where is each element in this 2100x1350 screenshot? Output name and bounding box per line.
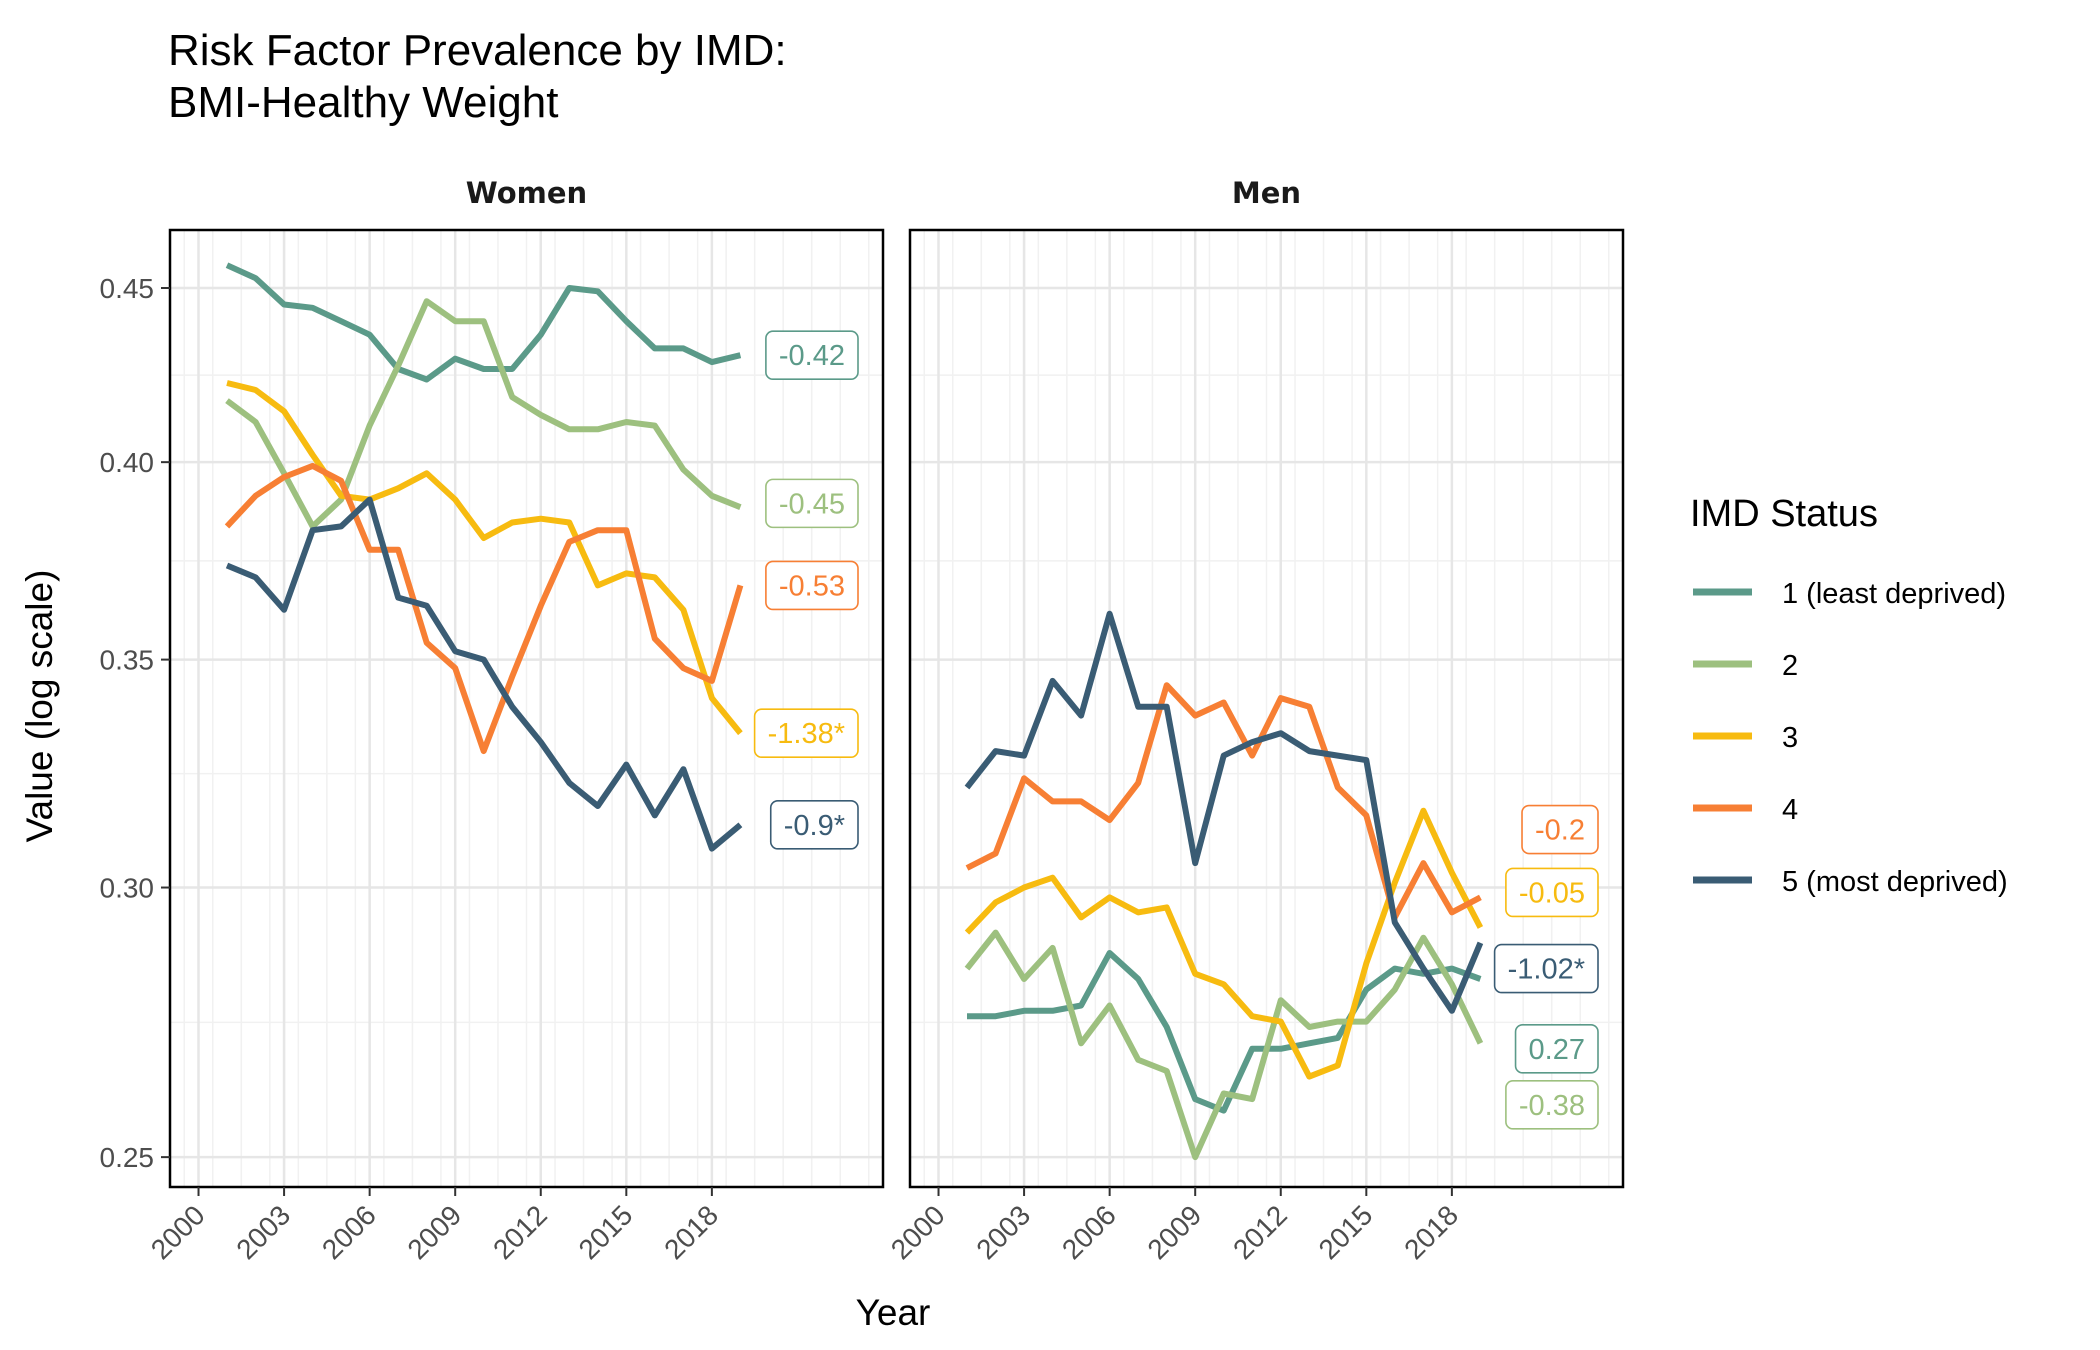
series-line-men-5 xyxy=(964,610,1484,1014)
x-tick-label: 2006 xyxy=(1056,1199,1122,1265)
end-label-box xyxy=(765,478,859,529)
end-label-text: -0.9* xyxy=(784,810,845,842)
x-tick-label: 2012 xyxy=(487,1199,553,1265)
y-tick-label: 0.40 xyxy=(100,447,155,478)
end-label-men-5: -1.02* xyxy=(1493,943,1599,994)
end-label-box xyxy=(1521,804,1599,855)
end-label-women-2: -0.45 xyxy=(765,478,859,529)
panel-border xyxy=(168,228,885,1189)
legend-label: 1 (least deprived) xyxy=(1782,578,2006,610)
end-label-box xyxy=(753,708,859,759)
x-tick-label: 2003 xyxy=(230,1199,296,1265)
end-label-men-4: -0.2 xyxy=(1521,804,1599,855)
end-label-text: -0.38 xyxy=(1519,1090,1585,1122)
end-label-text: -1.02* xyxy=(1508,954,1585,986)
x-tick-label: 2003 xyxy=(970,1199,1036,1265)
end-label-men-2: -0.38 xyxy=(1505,1080,1599,1130)
panels-layer: -0.42 -0.45 -1.38* -0.53 -0.9* Women 2000 2003 2… xyxy=(100,176,1625,1265)
end-label-women-4: -0.53 xyxy=(765,560,859,611)
strip-label-men: Men xyxy=(1232,176,1301,210)
chart-title-line-2: BMI-Healthy Weight xyxy=(168,78,558,127)
x-tick-label: 2015 xyxy=(573,1199,639,1265)
x-tick-label: 2009 xyxy=(1141,1199,1207,1265)
end-label-box xyxy=(765,330,859,381)
series-line-women-3 xyxy=(226,380,743,736)
end-label-box xyxy=(765,560,859,611)
x-tick-label: 2018 xyxy=(658,1199,724,1265)
x-tick-label: 2018 xyxy=(1398,1199,1464,1265)
end-label-text: -0.05 xyxy=(1519,877,1585,909)
legend-entry-1: 1 (least deprived) xyxy=(1693,578,2006,610)
y-tick-label: 0.45 xyxy=(100,273,155,304)
legend-label: 2 xyxy=(1782,650,1798,682)
series-line-women-4 xyxy=(224,462,744,755)
y-tick-label: 0.25 xyxy=(100,1142,155,1173)
x-tick-label: 2015 xyxy=(1313,1199,1379,1265)
series-line-women-1 xyxy=(225,262,742,383)
strip-label-women: Women xyxy=(466,176,587,210)
end-label-box xyxy=(1493,943,1599,994)
series-line-men-1 xyxy=(967,950,1482,1114)
end-label-women-3: -1.38* xyxy=(753,708,859,759)
end-label-women-1: -0.42 xyxy=(765,330,859,381)
x-tick-label: 2006 xyxy=(316,1199,382,1265)
series-line-women-2 xyxy=(225,298,742,530)
series-line-women-5 xyxy=(225,496,743,852)
x-tick-label: 2012 xyxy=(1227,1199,1293,1265)
legend: IMD Status 1 (least deprived) 2 3 4 5 (most … xyxy=(1690,493,2008,898)
end-label-box xyxy=(1505,1080,1599,1130)
end-label-box xyxy=(1514,1024,1599,1074)
legend-entry-3: 3 xyxy=(1693,722,1798,754)
end-label-men-1: 0.27 xyxy=(1514,1024,1599,1074)
series-line-men-3 xyxy=(964,807,1484,1080)
legend-entry-5: 5 (most deprived) xyxy=(1693,866,2008,898)
end-label-text: -0.53 xyxy=(779,570,845,602)
legend-entry-2: 2 xyxy=(1693,650,1798,682)
legend-title: IMD Status xyxy=(1690,493,1878,535)
end-label-text: 0.27 xyxy=(1529,1034,1585,1066)
end-label-men-3: -0.05 xyxy=(1505,867,1599,918)
x-tick-label: 2009 xyxy=(401,1199,467,1265)
legend-label: 3 xyxy=(1782,722,1798,754)
y-tick-label: 0.30 xyxy=(100,873,155,904)
chart-title-line-1: Risk Factor Prevalence by IMD: xyxy=(168,26,787,75)
panel-men: 0.27 -0.38 -0.05 -0.2 -1.02* Men 2000 2003 2006 2… xyxy=(885,176,1625,1265)
y-axis-title: Value (log scale) xyxy=(19,570,60,843)
legend-entry-4: 4 xyxy=(1693,794,1798,826)
legend-label: 4 xyxy=(1782,794,1798,826)
end-label-women-5: -0.9* xyxy=(769,800,859,850)
legend-label: 5 (most deprived) xyxy=(1782,866,2008,898)
panel-border xyxy=(908,228,1625,1189)
end-label-text: -0.42 xyxy=(779,340,845,372)
end-label-box xyxy=(769,800,859,850)
x-tick-label: 2000 xyxy=(885,1199,951,1265)
end-label-text: -0.45 xyxy=(779,488,845,520)
end-label-text: -0.2 xyxy=(1535,815,1585,847)
y-tick-label: 0.35 xyxy=(100,645,155,676)
x-tick-label: 2000 xyxy=(145,1199,211,1265)
end-label-text: -1.38* xyxy=(768,718,845,750)
panel-women: -0.42 -0.45 -1.38* -0.53 -0.9* Women 2000 2003 2… xyxy=(100,176,885,1265)
x-axis-title: Year xyxy=(856,1292,931,1333)
end-label-box xyxy=(1505,867,1599,918)
series-line-men-2 xyxy=(964,929,1484,1161)
